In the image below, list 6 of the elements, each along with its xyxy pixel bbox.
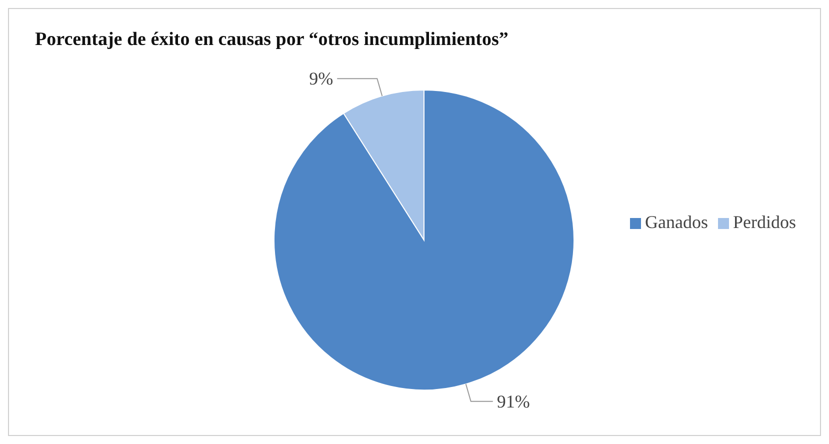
data-label: 9%	[309, 68, 334, 89]
legend-label: Ganados	[645, 212, 708, 232]
legend-label: Perdidos	[733, 212, 796, 232]
pie-slice	[274, 90, 574, 390]
chart-title: Porcentaje de éxito en causas por “otros incumplimientos”	[35, 29, 508, 51]
data-label: 91%	[496, 391, 530, 412]
